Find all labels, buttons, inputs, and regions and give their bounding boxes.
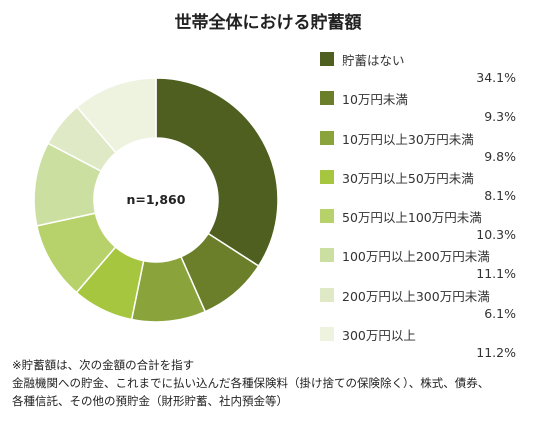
legend-swatch <box>320 52 334 66</box>
legend-swatch <box>320 248 334 263</box>
chart-title: 世帯全体における貯蓄額 <box>174 13 362 33</box>
footnote: ※貯蓄額は、次の金額の合計を指す 金融機関への貯金、これまでに払い込んだ各種保険… <box>12 356 489 410</box>
legend-swatch <box>320 327 334 342</box>
legend-value: 9.3% <box>484 109 516 125</box>
legend-value: 6.1% <box>484 305 516 321</box>
footnote-line-1: ※貯蓄額は、次の金額の合計を指す <box>12 358 195 372</box>
legend-label: 10万円未満 <box>342 92 408 108</box>
legend-label: 300万円以上 <box>342 328 416 344</box>
footnote-line-3: 各種信託、その他の預貯金（財形貯蓄、社内預金等） <box>12 394 288 408</box>
legend-label: 貯蓄はない <box>342 53 405 68</box>
legend-item-1: 貯蓄はない 34.1% <box>320 50 516 89</box>
legend-item-5: 50万円以上100万円未満 10.3% <box>320 207 516 246</box>
legend-value: 10.3% <box>476 227 516 243</box>
legend-swatch <box>320 209 334 224</box>
legend-item-8: 300万円以上 11.2% <box>320 325 516 364</box>
legend-swatch <box>320 91 334 106</box>
legend-swatch <box>320 169 334 184</box>
legend-item-3: 10万円以上30万円未満 9.8% <box>320 129 516 168</box>
legend-value: 34.1% <box>476 70 516 85</box>
legend-label: 10万円以上30万円未満 <box>342 131 474 147</box>
legend-label: 100万円以上200万円未満 <box>342 249 490 265</box>
legend-item-2: 10万円未満 9.3% <box>320 89 516 128</box>
legend-label: 200万円以上300万円未満 <box>342 288 490 304</box>
legend-item-6: 100万円以上200万円未満 11.1% <box>320 246 516 285</box>
legend-value: 9.8% <box>484 148 516 164</box>
legend: 貯蓄はない 34.1% 10万円未満 9.3% 10万円以上30万円未満 9.8% 30万円… <box>320 50 516 364</box>
legend-swatch <box>320 287 334 302</box>
legend-value: 11.1% <box>476 266 516 282</box>
legend-value: 11.2% <box>476 345 516 361</box>
legend-label: 50万円以上100万円未満 <box>342 210 482 226</box>
legend-value: 8.1% <box>484 187 516 203</box>
legend-label: 30万円以上50万円未満 <box>342 170 474 186</box>
center-label: n=1,860 <box>127 192 186 207</box>
legend-swatch <box>320 130 334 145</box>
footnote-line-2: 金融機関への貯金、これまでに払い込んだ各種保険料（掛け捨ての保険除く）、株式、債… <box>12 376 490 390</box>
donut-slices <box>33 77 279 323</box>
slice-8 <box>76 77 157 154</box>
slice-1 <box>155 77 279 268</box>
legend-item-4: 30万円以上50万円未満 8.1% <box>320 168 516 207</box>
legend-item-7: 200万円以上300万円未満 6.1% <box>320 286 516 325</box>
